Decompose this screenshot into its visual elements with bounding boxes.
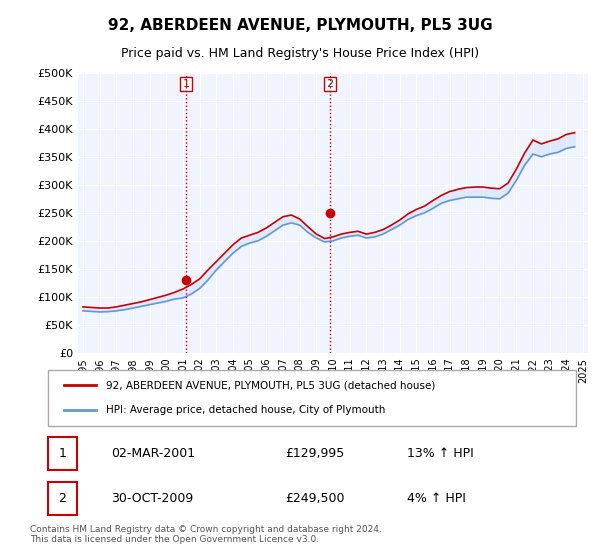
Text: 1: 1 xyxy=(182,79,190,89)
Text: Contains HM Land Registry data © Crown copyright and database right 2024.
This d: Contains HM Land Registry data © Crown c… xyxy=(30,525,382,544)
Text: HPI: Average price, detached house, City of Plymouth: HPI: Average price, detached house, City… xyxy=(106,405,385,415)
Text: 92, ABERDEEN AVENUE, PLYMOUTH, PL5 3UG: 92, ABERDEEN AVENUE, PLYMOUTH, PL5 3UG xyxy=(107,18,493,33)
Text: 4% ↑ HPI: 4% ↑ HPI xyxy=(407,492,466,505)
FancyBboxPatch shape xyxy=(48,482,77,515)
Text: 2: 2 xyxy=(58,492,66,505)
Text: £249,500: £249,500 xyxy=(286,492,345,505)
Text: £129,995: £129,995 xyxy=(286,447,345,460)
Text: Price paid vs. HM Land Registry's House Price Index (HPI): Price paid vs. HM Land Registry's House … xyxy=(121,48,479,60)
FancyBboxPatch shape xyxy=(48,370,576,426)
FancyBboxPatch shape xyxy=(48,437,77,470)
Text: 13% ↑ HPI: 13% ↑ HPI xyxy=(407,447,474,460)
Text: 30-OCT-2009: 30-OCT-2009 xyxy=(112,492,194,505)
Text: 1: 1 xyxy=(58,447,66,460)
Text: 02-MAR-2001: 02-MAR-2001 xyxy=(112,447,196,460)
Text: 92, ABERDEEN AVENUE, PLYMOUTH, PL5 3UG (detached house): 92, ABERDEEN AVENUE, PLYMOUTH, PL5 3UG (… xyxy=(106,380,436,390)
Text: 2: 2 xyxy=(326,79,334,89)
